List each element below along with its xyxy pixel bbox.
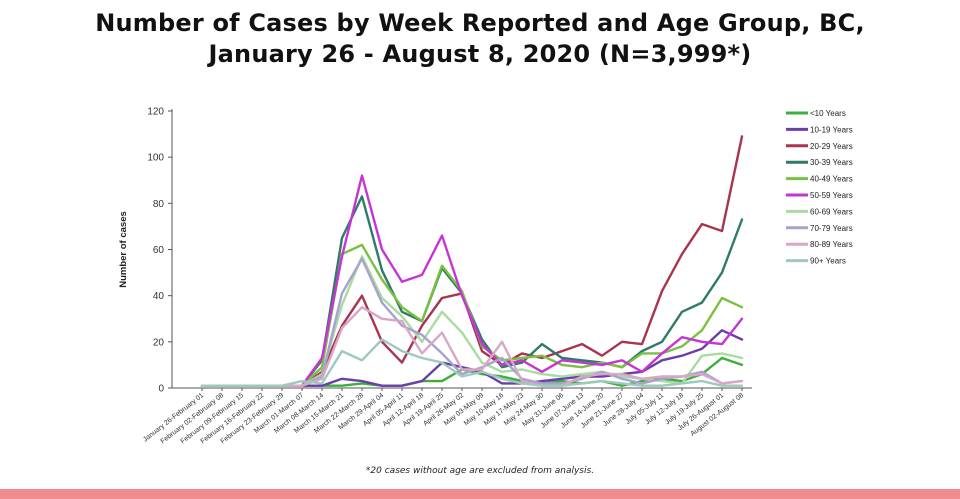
legend-label: 20-29 Years <box>810 142 853 151</box>
chart-footnote: *20 cases without age are excluded from … <box>365 466 595 476</box>
y-tick-label: 20 <box>153 337 165 348</box>
series-line-40-49-years <box>200 243 744 387</box>
legend-label: 50-59 Years <box>810 191 853 200</box>
y-tick-label: 80 <box>153 199 165 210</box>
legend-label: 30-39 Years <box>810 158 853 167</box>
y-tick-label: 120 <box>147 107 164 118</box>
legend-label: 10-19 Years <box>810 125 853 134</box>
y-tick-label: 0 <box>158 384 164 395</box>
y-axis-title: Number of cases <box>118 211 129 288</box>
legend-label: 60-69 Years <box>810 207 853 216</box>
y-tick-label: 60 <box>153 245 165 256</box>
legend-label: 80-89 Years <box>810 240 853 249</box>
legend-label: 90+ Years <box>810 257 846 266</box>
series-line-50-59-years <box>200 174 744 387</box>
legend-label: <10 Years <box>810 109 846 118</box>
series-line-80-89-years <box>200 306 744 387</box>
y-tick-label: 40 <box>153 291 165 302</box>
series-line-90-years <box>200 338 744 387</box>
y-tick-label: 100 <box>147 153 164 164</box>
chart-title-block: Number of Cases by Week Reported and Age… <box>0 8 960 70</box>
bottom-accent-band <box>0 489 960 499</box>
chart-subtitle: January 26 - August 8, 2020 (N=3,999*) <box>208 40 752 68</box>
legend-label: 70-79 Years <box>810 224 853 233</box>
chart-title: Number of Cases by Week Reported and Age… <box>95 9 865 37</box>
legend-label: 40-49 Years <box>810 175 853 184</box>
